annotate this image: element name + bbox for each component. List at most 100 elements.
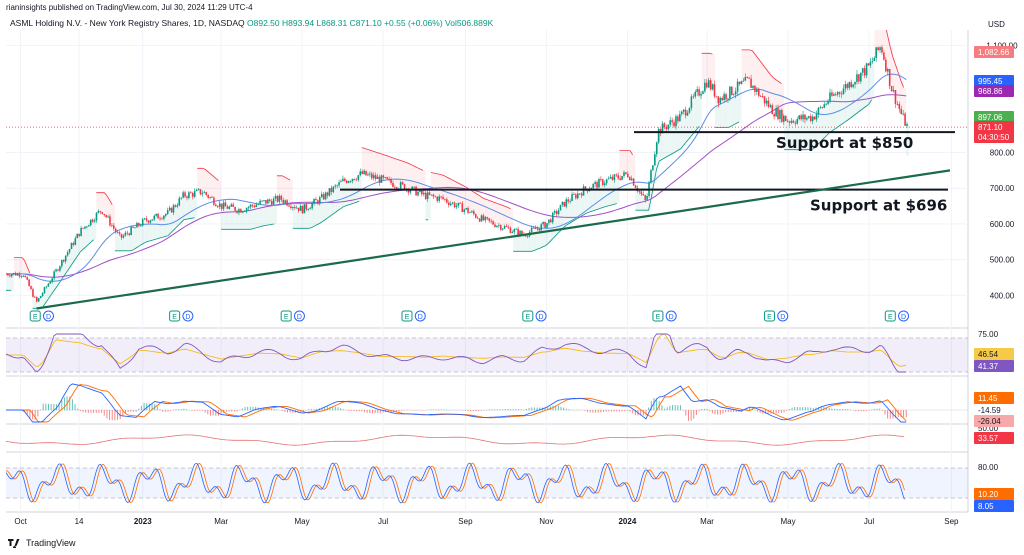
candle-body (55, 269, 57, 272)
macd-hist-bar (746, 407, 748, 411)
candle-body (877, 47, 879, 51)
fill-down (885, 30, 888, 62)
candle-body (596, 182, 598, 188)
macd-hist-bar (435, 409, 437, 411)
macd-hist-bar (186, 409, 188, 411)
candle-body (342, 178, 344, 182)
macd-hist-bar (629, 410, 631, 412)
macd-hist-bar (379, 410, 381, 413)
macd-hist-bar (348, 410, 350, 411)
fill-up (133, 228, 137, 250)
candle-body (207, 194, 209, 198)
macd-hist-bar (525, 408, 527, 411)
candle-body (509, 227, 512, 233)
candle-body (195, 189, 198, 192)
candle-body (675, 116, 677, 127)
macd-hist-bar (106, 410, 108, 419)
macd-signal-line (6, 384, 907, 423)
candle-body (571, 194, 573, 202)
macd-hist-value: -14.59 (978, 406, 1001, 415)
candle-body (166, 210, 169, 214)
candle-body (827, 101, 829, 104)
fill-up (643, 198, 646, 211)
dividend-marker-letter: D (539, 314, 544, 321)
volume-value: Vol506.889K (445, 18, 494, 28)
macd-hist-bar (249, 406, 251, 411)
fill-up (792, 119, 795, 150)
candle-body (644, 195, 646, 200)
fill-down (778, 81, 782, 115)
fill-down (709, 53, 713, 86)
macd-hist-bar (127, 410, 129, 412)
macd-hist-bar (544, 407, 546, 411)
candle-body (634, 185, 637, 188)
candle-body (240, 209, 242, 213)
candle-body (692, 96, 695, 98)
candle-body (80, 227, 82, 237)
macd-hist-bar (602, 410, 604, 412)
fill-up (699, 91, 702, 127)
candle-body (157, 213, 159, 219)
adx-value-bg (974, 432, 1014, 444)
candle-body (299, 205, 302, 211)
candle-body (419, 189, 421, 192)
fill-down (502, 205, 506, 227)
candle-body (59, 266, 61, 271)
macd-hist-bar (231, 410, 233, 412)
fill-up (839, 90, 843, 126)
candle-body (679, 114, 681, 122)
macd-hist-bar (557, 405, 559, 411)
macd-hist-bar (374, 410, 376, 414)
macd-signal-value: 11.45 (978, 394, 998, 403)
fill-up (88, 223, 91, 245)
macd-hist-bar (50, 403, 52, 411)
earnings-marker-icon (884, 310, 896, 322)
fill-up (603, 181, 607, 208)
candle-body (488, 218, 491, 221)
macd-hist-bar (820, 406, 822, 411)
candle-body (467, 207, 469, 213)
macd-hist-bar (504, 409, 506, 411)
candle-body (193, 191, 196, 197)
candle-body (363, 170, 365, 175)
macd-hist-bar (791, 407, 793, 411)
candle-body (290, 206, 292, 209)
fill-up (234, 208, 238, 230)
dividend-marker-icon (898, 310, 910, 322)
candle-body (349, 181, 352, 183)
candle-body (661, 123, 664, 134)
macd-hist-bar (135, 410, 137, 412)
candle-body (315, 199, 317, 201)
fill-up (6, 273, 9, 291)
fill-down (21, 257, 25, 274)
candle-body (786, 120, 789, 122)
candle-body (30, 286, 32, 290)
candle-body (754, 85, 756, 92)
symbol-header: ASML Holding N.V. - New York Registry Sh… (10, 18, 493, 28)
macd-hist-bar (32, 410, 34, 420)
macd-hist-bar (369, 410, 371, 414)
candle-body (270, 201, 273, 205)
fill-up (306, 207, 309, 229)
candle-body (775, 108, 777, 117)
fill-up (425, 195, 429, 220)
candle-body (249, 204, 252, 208)
candle-body (752, 85, 754, 88)
candle-body (245, 208, 248, 212)
fill-up (117, 234, 121, 251)
macd-hist-bar (42, 403, 44, 411)
candle-body (842, 88, 845, 95)
fill-up (348, 179, 352, 205)
candle-body (37, 298, 40, 302)
fill-down (630, 150, 633, 177)
fill-up (526, 233, 530, 252)
macd-hist-bar (653, 398, 655, 411)
candle-body (328, 188, 331, 196)
macd-hist-bar (170, 410, 172, 411)
candle-body (505, 226, 508, 227)
macd-hist-bar (464, 410, 466, 411)
candle-body (170, 207, 173, 213)
fill-up (128, 232, 131, 251)
macd-hist-bar (839, 408, 841, 411)
